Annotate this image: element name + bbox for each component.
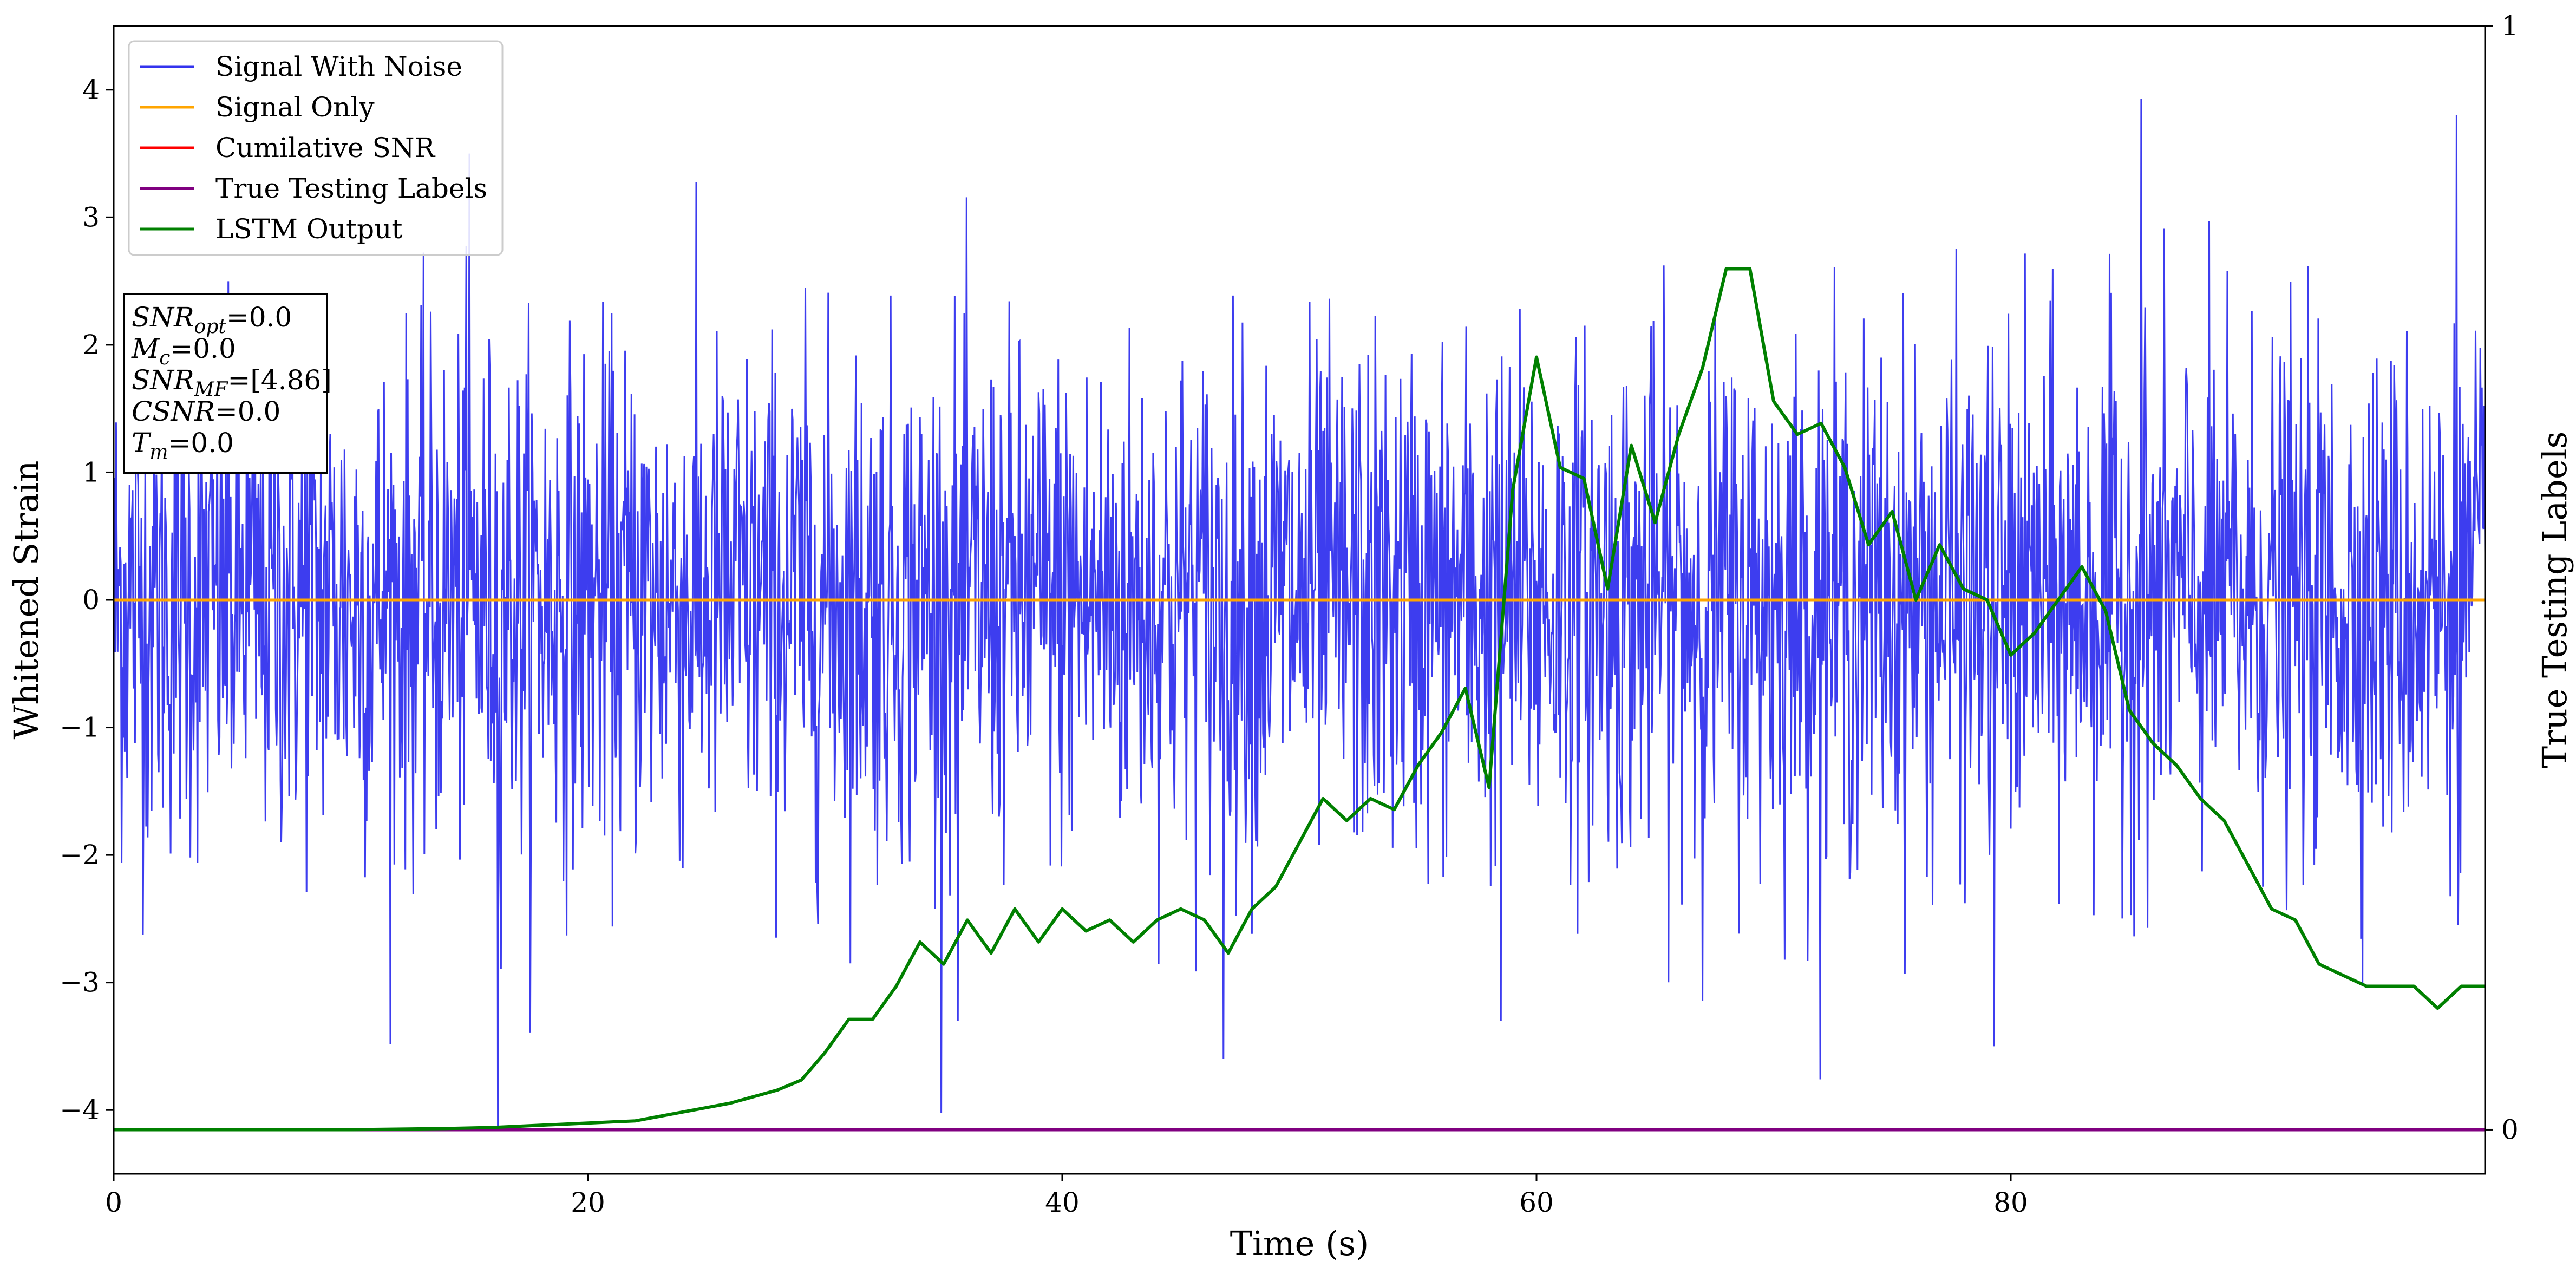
- y-tick-label: 0: [82, 584, 100, 616]
- legend-label: Signal With Noise: [215, 51, 462, 82]
- x-tick-label: 60: [1519, 1187, 1554, 1218]
- x-tick-label: 0: [105, 1187, 122, 1218]
- info-line: CSNR=0.0: [132, 396, 280, 427]
- x-axis: 0 20 40 60 80: [105, 1174, 2028, 1218]
- y-axis-left: −4 −3 −2 −1 0 1 2 3 4: [60, 74, 114, 1126]
- info-line: Tm=0.0: [132, 427, 234, 463]
- y2-tick-label: 1: [2501, 10, 2519, 42]
- legend-label: Cumilative SNR: [215, 132, 435, 164]
- info-line: SNRMF=[4.86]: [132, 364, 332, 401]
- y-tick-label: −4: [60, 1094, 100, 1126]
- y-axis-title: Whitened Strain: [6, 461, 46, 740]
- legend-label: Signal Only: [215, 92, 375, 123]
- y2-tick-label: 0: [2501, 1114, 2519, 1145]
- y-tick-label: −3: [60, 967, 100, 998]
- series-lines: [114, 267, 2485, 1132]
- y-tick-label: −2: [60, 839, 100, 871]
- y-tick-label: 3: [82, 201, 100, 233]
- y-tick-label: −1: [60, 712, 100, 743]
- y-tick-label: 2: [82, 329, 100, 361]
- legend-label: LSTM Output: [215, 213, 402, 245]
- series-signal-with-noise-line: [114, 99, 2485, 1129]
- x-tick-label: 20: [571, 1187, 605, 1218]
- parameter-info-box: SNRopt=0.0Mc=0.0SNRMF=[4.86]CSNR=0.0Tm=0…: [123, 293, 332, 474]
- y-tick-label: 4: [82, 74, 100, 106]
- y-tick-label: 1: [82, 456, 100, 488]
- y-axis-right: 01: [2485, 10, 2519, 1145]
- x-tick-label: 40: [1045, 1187, 1080, 1218]
- info-line: Mc=0.0: [131, 333, 236, 369]
- info-line: SNRopt=0.0: [132, 302, 292, 338]
- x-axis-title: Time (s): [1230, 1224, 1369, 1263]
- series-lstm-output-line: [114, 267, 2485, 1132]
- legend-box: [128, 40, 504, 256]
- info-box-frame: [123, 293, 328, 474]
- legend: Signal With Noise Signal Only Cumilative S…: [128, 40, 504, 256]
- y2-axis-title: True Testing Labels: [2535, 432, 2574, 769]
- series-signal-with-noise: [114, 99, 2485, 1129]
- x-tick-label: 80: [1993, 1187, 2028, 1218]
- legend-label: True Testing Labels: [215, 173, 487, 204]
